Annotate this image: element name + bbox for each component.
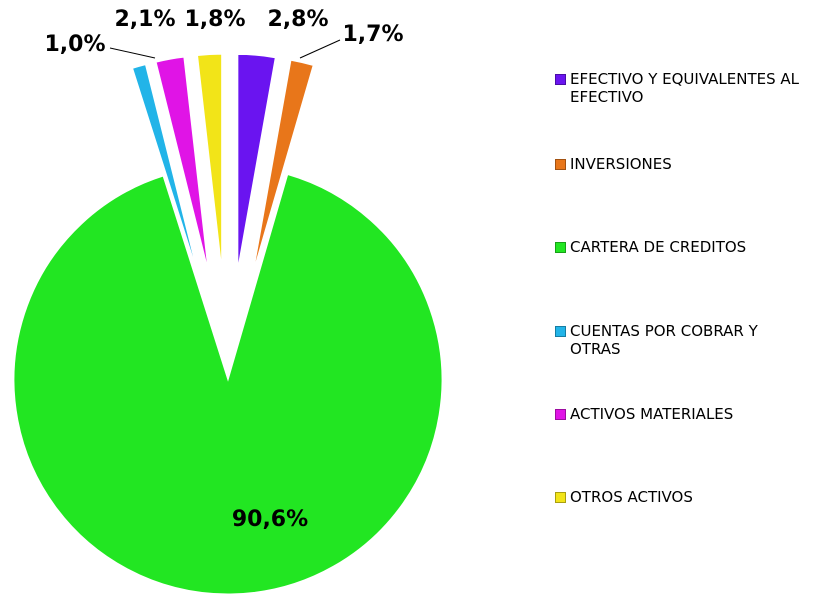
legend-item: CUENTAS POR COBRAR Y OTRAS (555, 322, 810, 358)
legend-item: ACTIVOS MATERIALES (555, 405, 810, 423)
pie-slice (13, 173, 443, 595)
leader-line (299, 39, 341, 59)
legend-swatch (555, 159, 566, 170)
legend-swatch (555, 242, 566, 253)
pie-slice (252, 59, 314, 272)
legend-label: CUENTAS POR COBRAR Y OTRAS (570, 322, 758, 358)
legend-item: CARTERA DE CREDITOS (555, 238, 810, 256)
legend-label: INVERSIONES (570, 155, 672, 173)
legend-swatch (555, 74, 566, 85)
pie-slice (237, 53, 276, 269)
data-label: 1,0% (44, 32, 105, 57)
legend-label: ACTIVOS MATERIALES (570, 405, 734, 423)
legend-label: CARTERA DE CREDITOS (570, 238, 747, 256)
legend-label: EFECTIVO Y EQUIVALENTES AL EFECTIVO (570, 70, 799, 106)
legend-swatch (555, 492, 566, 503)
data-label: 1,8% (184, 7, 245, 32)
pie-slice (131, 64, 198, 273)
leader-line (109, 47, 156, 59)
data-label: 2,8% (267, 7, 328, 32)
legend-swatch (555, 409, 566, 420)
pie-slice (196, 53, 223, 269)
legend-swatch (555, 326, 566, 337)
legend-label: OTROS ACTIVOS (570, 488, 693, 506)
data-label: 2,1% (114, 7, 175, 32)
legend-item: EFECTIVO Y EQUIVALENTES AL EFECTIVO (555, 70, 810, 106)
data-label: 90,6% (232, 507, 308, 532)
data-label: 1,7% (342, 22, 403, 47)
pie-slice (155, 56, 209, 270)
legend-item: INVERSIONES (555, 155, 810, 173)
legend-item: OTROS ACTIVOS (555, 488, 810, 506)
